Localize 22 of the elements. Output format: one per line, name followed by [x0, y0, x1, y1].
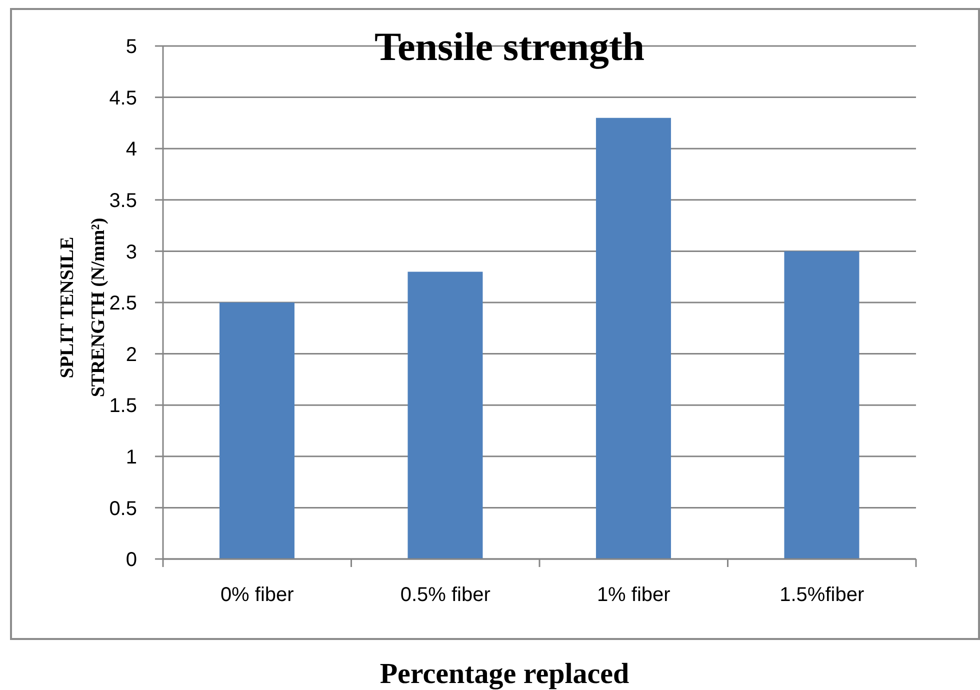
- bar: [408, 272, 483, 559]
- y-tick-label: 2: [126, 344, 137, 366]
- y-tick-label: 3.5: [109, 190, 137, 212]
- y-tick-label: 4: [126, 138, 137, 161]
- y-tick-label: 2.5: [109, 292, 137, 315]
- y-tick-label: 4.5: [109, 87, 137, 110]
- chart-title: Tensile strength: [374, 24, 645, 69]
- x-tick-label: 1.5%fiber: [780, 584, 864, 606]
- y-tick-label: 0: [126, 549, 137, 572]
- y-tick-label: 1: [126, 446, 137, 468]
- bar: [596, 118, 671, 559]
- x-tick-label: 0% fiber: [220, 584, 294, 606]
- y-axis-title: SPLIT TENSILE STRENGTH (N/mm²): [57, 218, 109, 398]
- x-axis-title: Percentage replaced: [380, 658, 630, 690]
- x-tick-label: 1% fiber: [596, 584, 671, 606]
- y-tick-label: 5: [126, 36, 137, 58]
- y-tick-label: 3: [126, 241, 137, 264]
- bar: [219, 302, 294, 559]
- x-tick-label: 0.5% fiber: [400, 584, 491, 606]
- bar: [784, 251, 860, 559]
- y-tick-label: 0.5: [109, 498, 137, 520]
- y-tick-label: 1.5: [109, 395, 137, 418]
